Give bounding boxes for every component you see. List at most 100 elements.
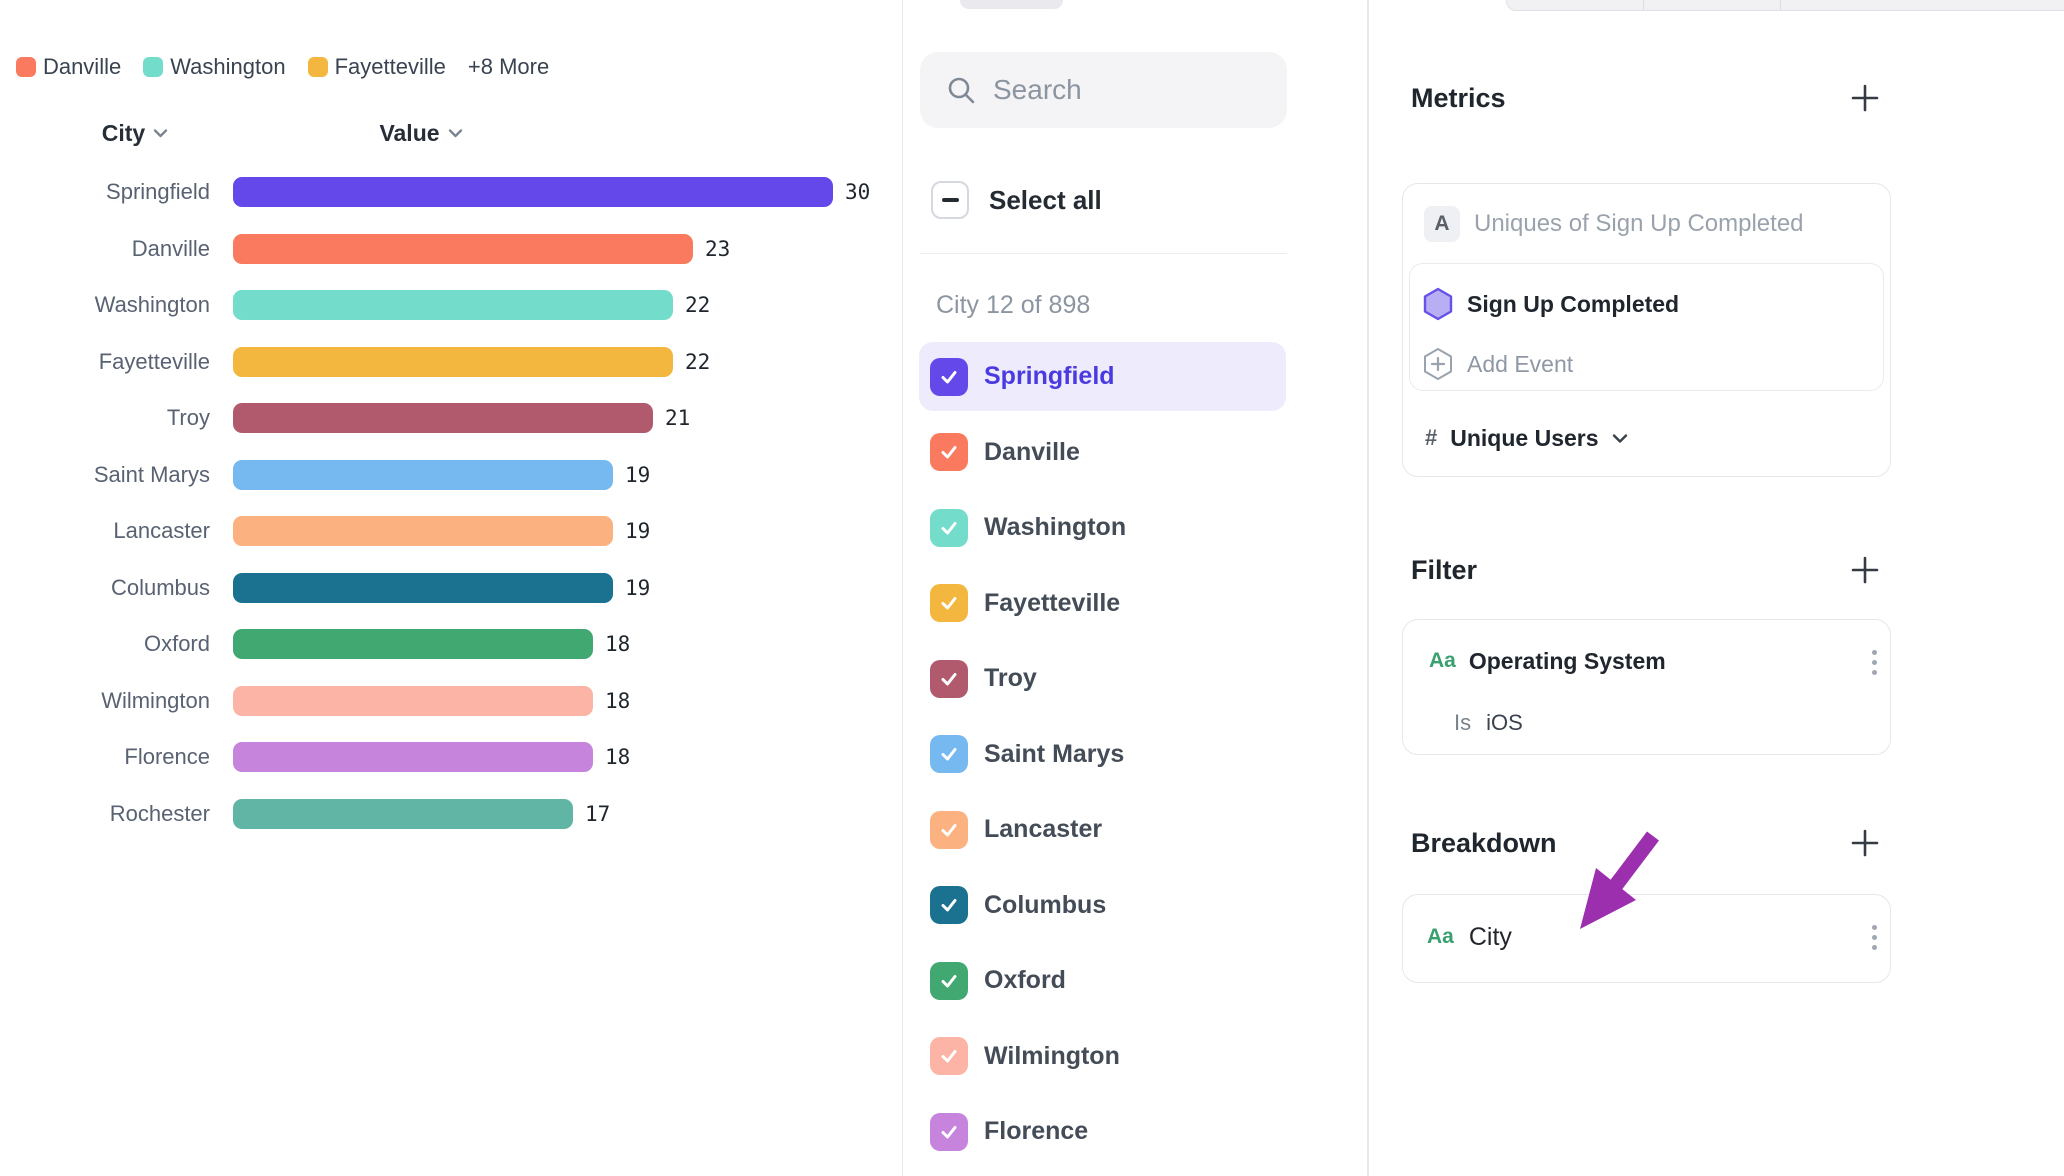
filter-clause-row[interactable]: Is iOS [1454,710,1523,736]
city-list-item[interactable]: Columbus [919,871,1286,940]
chart-row: Danville 23 [0,221,902,278]
plus-icon [1851,829,1879,857]
bar[interactable] [233,346,673,377]
chart-row: Fayetteville 22 [0,334,902,391]
city-checkbox[interactable] [930,1037,968,1075]
bar-value: 30 [845,180,871,205]
filter-property-row[interactable]: Aa Operating System [1429,646,1666,676]
column-header-city[interactable]: City [30,118,240,148]
bar-row-label: Danville [131,235,210,261]
select-all-row[interactable]: Select all [931,181,1102,219]
city-label: Wilmington [984,1041,1120,1070]
breakdown-property-label: City [1468,922,1512,951]
legend-items: Springfield Danville Washington Fayettev… [0,53,640,81]
add-filter-button[interactable] [1849,554,1881,586]
filter-title: Filter [1411,554,1478,585]
search-box[interactable] [920,52,1287,128]
chart-row: Columbus 19 [0,560,902,617]
filter-card: Aa Operating System Is iOS [1402,619,1891,755]
top-tab-sliver-3[interactable] [960,0,1063,9]
bar-row-label: Washington [94,292,210,318]
add-metric-button[interactable] [1849,82,1881,114]
breakdown-property-row[interactable]: Aa City [1427,922,1512,952]
bar[interactable] [233,290,673,321]
city-list-item[interactable]: Danville [919,418,1286,487]
legend-item[interactable]: Washington [143,54,286,80]
city-list-item[interactable]: Springfield [919,342,1286,411]
chevron-down-icon [154,129,168,138]
city-list-item[interactable]: Troy [919,644,1286,713]
bar[interactable] [233,742,593,773]
metrics-title: Metrics [1411,82,1506,113]
check-icon [941,521,957,534]
bar[interactable] [233,629,593,660]
city-label: Florence [984,1117,1089,1145]
check-icon [941,899,957,912]
divider [920,253,1287,254]
bar[interactable] [233,233,693,264]
bar-value: 18 [605,632,631,657]
bar[interactable] [233,798,573,829]
add-event-label: Add Event [1467,350,1574,377]
metric-card: A Uniques of Sign Up Completed Sign Up C… [1402,183,1891,477]
legend-item[interactable]: Fayetteville [307,54,446,80]
bar[interactable] [233,572,613,603]
city-checkbox[interactable] [930,810,968,849]
search-icon [948,77,975,104]
segmented-control-sliver[interactable] [1506,0,2064,11]
city-list-item[interactable]: Saint Marys [919,720,1286,789]
legend-swatch [15,57,36,77]
city-checkbox[interactable] [930,735,968,773]
filter-kebab-menu[interactable] [1863,650,1885,675]
bar-value: 19 [625,575,651,600]
legend-item[interactable]: Danville [15,54,122,80]
bar-row-label: Troy [166,405,210,431]
bar[interactable] [233,403,653,434]
chevron-down-icon [448,129,462,138]
city-checkbox[interactable] [930,433,968,471]
legend-swatch [307,57,328,77]
column-header-value[interactable]: Value [233,118,609,148]
chart-row: Saint Marys 19 [0,447,902,504]
breakdown-kebab-menu[interactable] [1863,925,1885,950]
filter-property-label: Operating System [1468,647,1666,674]
city-checkbox[interactable] [930,357,968,396]
legend-more[interactable]: +8 More [468,54,549,80]
measurement-selector[interactable]: # Unique Users [1425,422,1628,454]
city-checkbox[interactable] [930,508,968,547]
check-icon [941,446,957,459]
city-list-item[interactable]: Fayetteville [919,569,1286,638]
bar-row-label: Rochester [109,800,210,826]
city-checkbox[interactable] [930,659,968,698]
city-label: Fayetteville [984,588,1121,617]
city-list-item[interactable]: Oxford [919,946,1286,1015]
bar[interactable] [233,459,613,490]
string-type-icon: Aa [1427,925,1454,948]
event-row[interactable]: Sign Up Completed [1422,287,1679,321]
select-all-checkbox[interactable] [931,181,969,219]
check-icon [941,672,957,685]
add-breakdown-button[interactable] [1849,827,1881,859]
legend-label: Danville [42,54,122,79]
metric-name-row[interactable]: A Uniques of Sign Up Completed [1424,206,1804,242]
city-list-item[interactable]: Lancaster [919,795,1286,864]
chart-row: Florence 18 [0,729,902,786]
breakdown-card: Aa City [1402,894,1891,983]
city-checkbox[interactable] [930,584,968,622]
city-list-item[interactable]: Washington [919,493,1286,562]
city-list-item[interactable]: Wilmington [919,1022,1286,1091]
bar-value: 21 [665,406,691,431]
city-list-item[interactable]: Florence [919,1097,1286,1166]
city-checkbox[interactable] [930,886,968,924]
check-icon [941,370,957,383]
plus-icon [1851,556,1879,584]
bar[interactable] [233,516,613,547]
search-input[interactable] [993,74,1273,106]
bar[interactable] [233,685,593,716]
add-event-button[interactable]: Add Event [1422,348,1573,380]
bar[interactable] [233,177,833,208]
chart-row: Lancaster 19 [0,503,902,560]
city-checkbox[interactable] [930,1112,968,1151]
chevron-down-icon [1612,433,1627,443]
city-checkbox[interactable] [930,961,968,1000]
